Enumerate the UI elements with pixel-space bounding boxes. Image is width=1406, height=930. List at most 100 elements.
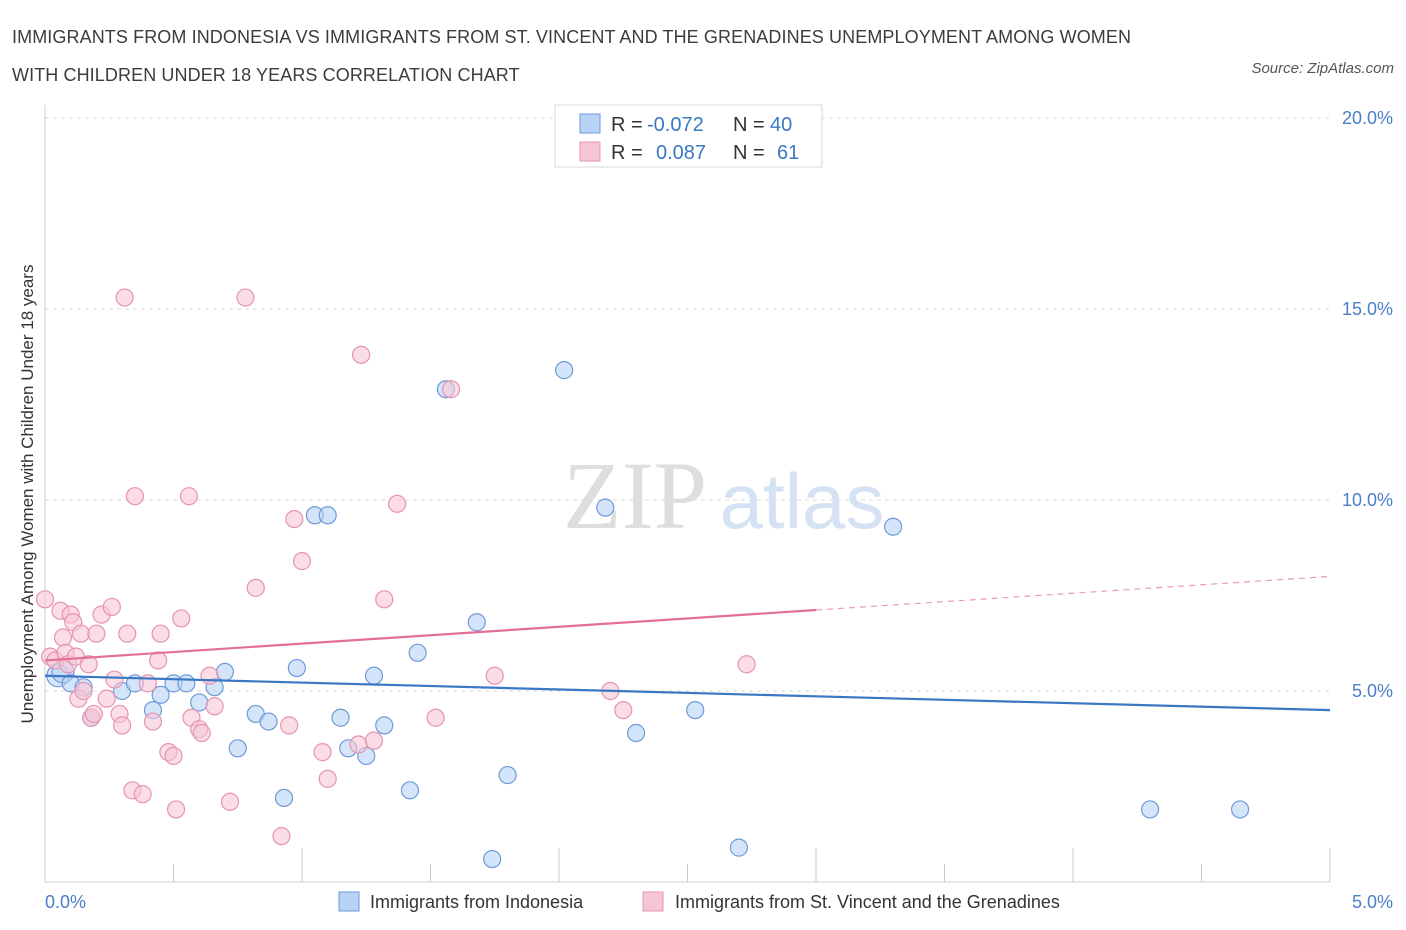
indonesia-point[interactable] bbox=[259, 712, 278, 731]
stats-r-value-blue: -0.072 bbox=[647, 114, 704, 136]
st-vincent-point[interactable] bbox=[200, 666, 219, 685]
indonesia-point[interactable] bbox=[1230, 800, 1250, 819]
indonesia-point[interactable] bbox=[287, 658, 306, 678]
axes bbox=[44, 105, 1331, 883]
st-vincent-point[interactable] bbox=[292, 552, 312, 571]
st-vincent-point[interactable] bbox=[143, 712, 163, 731]
st-vincent-point[interactable] bbox=[426, 708, 445, 727]
legend-label-indonesia[interactable]: Immigrants from Indonesia bbox=[370, 892, 584, 912]
watermark-zip: ZIP bbox=[563, 442, 707, 549]
x-tick-label: 0.0% bbox=[45, 892, 86, 912]
st-vincent-point[interactable] bbox=[192, 723, 211, 743]
st-vincent-point[interactable] bbox=[375, 590, 394, 609]
st-vincent-point[interactable] bbox=[118, 624, 137, 643]
st-vincent-point[interactable] bbox=[97, 689, 116, 708]
st-vincent-point[interactable] bbox=[133, 785, 152, 804]
st-vincent-point[interactable] bbox=[166, 800, 186, 819]
st-vincent-point[interactable] bbox=[737, 655, 756, 674]
stats-n-value-blue: 40 bbox=[770, 114, 792, 136]
indonesia-point[interactable] bbox=[467, 613, 486, 632]
st-vincent-point[interactable] bbox=[53, 628, 73, 647]
st-vincent-point[interactable] bbox=[220, 792, 240, 811]
st-vincent-point[interactable] bbox=[614, 700, 633, 720]
st-vincent-point[interactable] bbox=[318, 769, 337, 788]
legend-swatch-indonesia[interactable] bbox=[338, 891, 360, 912]
st-vincent-point[interactable] bbox=[105, 670, 124, 689]
indonesia-point[interactable] bbox=[331, 708, 350, 727]
st-vincent-point[interactable] bbox=[74, 681, 93, 701]
y-tick-label: 5.0% bbox=[1352, 681, 1393, 701]
st-vincent-point[interactable] bbox=[272, 827, 291, 846]
st-vincent-point[interactable] bbox=[387, 494, 407, 513]
series-legend: Immigrants from Indonesia Immigrants fro… bbox=[338, 891, 1060, 912]
st-vincent-point[interactable] bbox=[352, 345, 371, 364]
indonesia-point[interactable] bbox=[375, 716, 394, 735]
indonesia-point[interactable] bbox=[215, 662, 234, 682]
data-points bbox=[35, 288, 1250, 869]
stats-r-label-pink: R = bbox=[611, 142, 643, 164]
indonesia-point[interactable] bbox=[177, 674, 196, 693]
indonesia-point[interactable] bbox=[626, 723, 646, 743]
st-vincent-point[interactable] bbox=[151, 624, 170, 643]
y-axis-label: Unemployment Among Women with Children U… bbox=[18, 265, 37, 724]
st-vincent-trend-line bbox=[44, 608, 817, 662]
chart-title-line-2: WITH CHILDREN UNDER 18 YEARS CORRELATION… bbox=[12, 65, 520, 85]
stats-n-value-pink: 61 bbox=[777, 142, 799, 164]
indonesia-point[interactable] bbox=[318, 506, 337, 525]
st-vincent-point[interactable] bbox=[205, 697, 224, 716]
st-vincent-point[interactable] bbox=[179, 487, 199, 506]
st-vincent-point[interactable] bbox=[125, 487, 145, 506]
x-tick-label: 5.0% bbox=[1352, 892, 1393, 912]
st-vincent-point[interactable] bbox=[84, 704, 103, 724]
st-vincent-point[interactable] bbox=[364, 731, 384, 750]
st-vincent-point[interactable] bbox=[87, 624, 106, 643]
chart-title: IMMIGRANTS FROM INDONESIA VS IMMIGRANTS … bbox=[12, 18, 1131, 94]
st-vincent-point[interactable] bbox=[164, 746, 183, 766]
indonesia-point[interactable] bbox=[729, 838, 749, 857]
indonesia-point[interactable] bbox=[364, 666, 384, 685]
source-note: Source: ZipAtlas.com bbox=[1251, 60, 1394, 77]
st-vincent-point[interactable] bbox=[115, 288, 134, 307]
st-vincent-point[interactable] bbox=[71, 624, 91, 643]
legend-swatch-st-vincent[interactable] bbox=[642, 891, 664, 912]
stats-swatch-blue bbox=[579, 113, 601, 134]
stats-legend: R = -0.072 N = 40 R = 0.087 N = 61 bbox=[554, 104, 823, 168]
indonesia-point[interactable] bbox=[400, 781, 420, 800]
indonesia-point[interactable] bbox=[498, 765, 517, 785]
st-vincent-point[interactable] bbox=[148, 651, 168, 670]
st-vincent-point[interactable] bbox=[246, 578, 265, 597]
st-vincent-point[interactable] bbox=[79, 655, 98, 674]
watermark-atlas: atlas bbox=[720, 457, 885, 545]
st-vincent-point[interactable] bbox=[112, 716, 132, 735]
st-vincent-point[interactable] bbox=[285, 509, 304, 529]
st-vincent-point[interactable] bbox=[236, 288, 255, 307]
indonesia-point[interactable] bbox=[228, 739, 247, 758]
legend-label-st-vincent[interactable]: Immigrants from St. Vincent and the Gren… bbox=[675, 892, 1060, 912]
indonesia-point[interactable] bbox=[151, 685, 170, 704]
st-vincent-point[interactable] bbox=[441, 380, 461, 399]
tick-labels: 5.0% 10.0% 15.0% 20.0% 0.0% 5.0% bbox=[45, 108, 1393, 912]
indonesia-point[interactable] bbox=[883, 517, 903, 536]
y-tick-label: 10.0% bbox=[1342, 490, 1393, 510]
st-vincent-point[interactable] bbox=[35, 590, 55, 609]
st-vincent-point[interactable] bbox=[485, 666, 504, 685]
indonesia-point[interactable] bbox=[483, 849, 502, 869]
stats-r-label-blue: R = bbox=[611, 114, 643, 136]
stats-n-label-pink: N = bbox=[733, 142, 765, 164]
st-vincent-point[interactable] bbox=[280, 716, 299, 735]
y-tick-label: 15.0% bbox=[1342, 299, 1393, 319]
st-vincent-point[interactable] bbox=[349, 735, 368, 754]
chart-title-line-1: IMMIGRANTS FROM INDONESIA VS IMMIGRANTS … bbox=[12, 27, 1132, 47]
indonesia-point[interactable] bbox=[555, 361, 574, 380]
indonesia-point[interactable] bbox=[596, 498, 615, 517]
stats-swatch-pink bbox=[579, 141, 601, 162]
st-vincent-point[interactable] bbox=[102, 597, 121, 617]
st-vincent-point[interactable] bbox=[313, 743, 332, 762]
stats-n-label-blue: N = bbox=[733, 114, 765, 136]
indonesia-point[interactable] bbox=[408, 643, 427, 662]
st-vincent-point[interactable] bbox=[172, 609, 191, 628]
indonesia-point[interactable] bbox=[190, 693, 209, 712]
indonesia-point[interactable] bbox=[274, 788, 294, 808]
indonesia-point[interactable] bbox=[686, 700, 705, 720]
indonesia-point[interactable] bbox=[1140, 800, 1160, 819]
